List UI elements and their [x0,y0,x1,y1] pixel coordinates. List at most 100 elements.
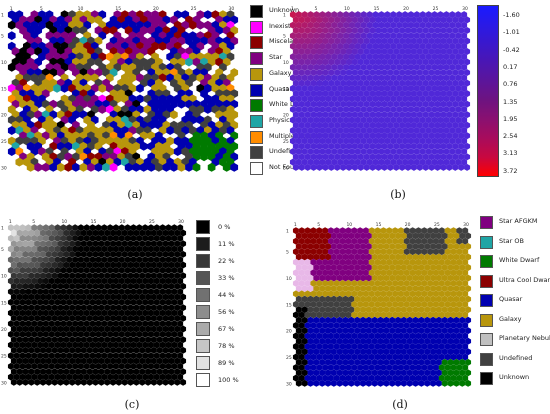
map-c-cell [37,245,44,253]
map-c-cell [77,277,84,285]
map-b-cell [407,158,414,166]
map-b-cell [301,74,308,82]
map-c-cell [86,336,93,344]
map-b-cell [405,79,412,87]
map-b-cell [357,26,364,34]
map-b-cell [319,95,326,103]
map-b-cell [375,26,382,34]
map-c-cell [110,346,117,354]
map-c-cell [133,250,140,258]
map-c-cell [51,293,58,301]
map-b-cell [372,42,379,50]
map-c-cell [92,293,99,301]
map-b-cell [425,11,432,19]
map-a-cell [94,162,103,172]
map-c-cell [165,266,172,274]
map-c-cell [83,224,90,232]
map-b-cell [289,74,296,82]
map-a-cell [166,126,174,135]
map-d-cell [292,279,299,287]
map-b-cell [396,95,403,103]
map-c-cell [150,368,157,376]
map-c-cell [124,362,131,370]
map-b-cell [343,84,350,92]
map-c-xtick: 1 [9,219,12,225]
map-c-cell [118,330,125,338]
map-c-cell [22,261,29,269]
map-d-cell [310,279,317,287]
map-b-cell [446,90,453,98]
map-c-cell [40,378,46,386]
map-c-cell [28,229,35,237]
map-d-cell [313,295,320,303]
map-d-cell [371,327,378,335]
map-d-cell [307,306,314,314]
map-d-cell [386,322,393,329]
map-b-cell [410,58,417,66]
map-c-cell [10,357,17,365]
map-b-cell [464,90,471,98]
map-b-cell [313,21,320,29]
map-b-cell [369,79,376,87]
map-b-cell [381,132,388,140]
map-b-cell [298,153,305,161]
map-c-cell [37,341,44,349]
map-d-cell [397,279,404,287]
map-b-cell [443,95,450,103]
map-b-cell [316,37,323,45]
map-d-cell [330,369,337,377]
map-c-cell [63,368,70,376]
map-b-cell [390,74,397,82]
map-b-cell [455,95,462,103]
map-c-cell [60,320,67,328]
map-d-cell [342,327,349,335]
map-d-cell [409,300,416,308]
map-b-cell [413,148,420,156]
map-b-cell [369,100,376,108]
map-a-cell [34,162,43,172]
map-d-cell [406,327,413,335]
map-d-cell [374,322,381,329]
map-c-cell [153,224,160,232]
map-d-cell [415,353,422,361]
map-d-cell [412,243,419,250]
map-c-cell [115,272,122,280]
map-c-cell [130,266,137,274]
map-b-cell [431,32,438,40]
map-b-cell [304,48,311,55]
map-b-cell [434,69,441,77]
graybar-c-swatch [196,288,210,302]
map-c-ytick: 20 [1,327,7,333]
map-d-cell [313,348,320,356]
map-c-cell [31,330,38,338]
map-b-cell [369,111,376,119]
map-d-cell [304,364,311,371]
map-c-cell [177,309,184,317]
map-b-cell [384,11,391,19]
map-c-cell [48,309,55,317]
map-c-cell [16,293,23,301]
map-d-cell [395,348,402,356]
map-d-cell [424,232,431,240]
map-d-cell [330,327,337,335]
map-d-cell [392,300,399,308]
map-b-cell [416,142,423,150]
map-d-cell [365,274,372,282]
legend-d-swatch [480,235,493,249]
map-d-cell [441,253,448,261]
map-d-cell [462,332,469,340]
map-b-cell [348,84,355,92]
map-c-cell [162,368,169,376]
map-a-cell [41,162,50,172]
map-d-cell [298,227,305,235]
map-c-cell [101,362,108,370]
map-d-cell [397,227,404,235]
map-c-cell [48,298,55,306]
map-b-cell [425,32,432,40]
map-d-cell [360,348,367,356]
map-c-cell [48,330,55,338]
map-d-cell [339,374,346,382]
map-b-cell [452,121,459,129]
map-b-cell [289,137,296,145]
